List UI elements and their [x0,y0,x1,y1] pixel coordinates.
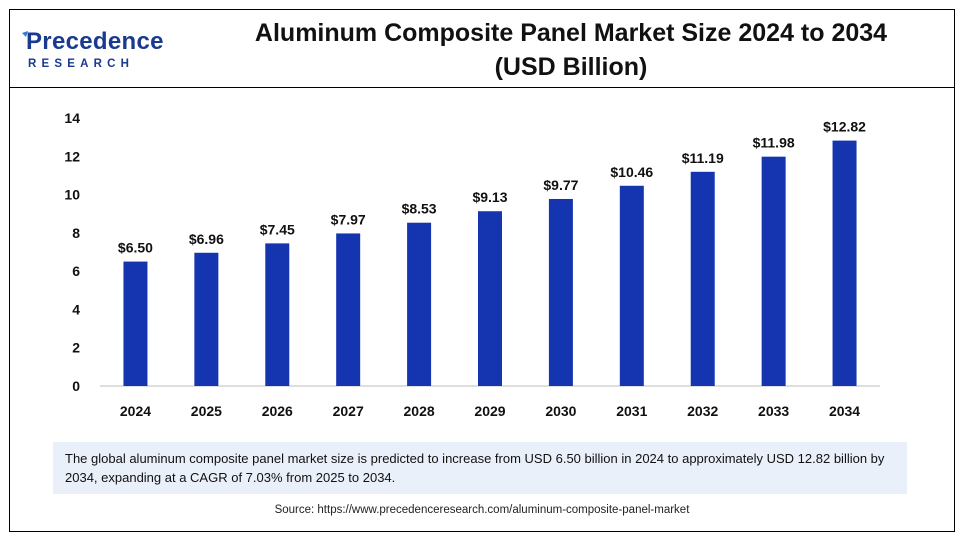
bar [832,140,857,386]
brand-sub: RESEARCH [28,58,135,70]
bar [336,233,361,386]
chart-title: Aluminum Composite Panel Market Size 202… [200,16,942,84]
data-label: $11.98 [753,135,795,151]
data-label: $10.46 [610,164,653,180]
brand-logo: Precedence RESEARCH [22,28,176,78]
summary-text: The global aluminum composite panel mark… [65,451,885,485]
bar-chart: 0 2 4 6 8 10 12 14 $6.50 2024 $6.96 2025 $7.45 2026 $7… [64,110,880,419]
bar [478,211,502,386]
x-tick-label: 2028 [404,403,435,419]
y-tick-label: 8 [72,225,80,241]
x-tick-label: 2025 [191,403,222,419]
y-tick-label: 12 [64,148,80,164]
bar [690,171,715,386]
bar [265,243,290,386]
logo-mark-icon [22,31,28,37]
y-tick-label: 10 [64,187,80,203]
x-tick-label: 2033 [758,403,789,419]
brand-name: Precedence [26,28,164,55]
x-tick-label: 2029 [474,403,505,419]
source-note: Source: https://www.precedenceresearch.c… [274,504,690,516]
x-tick-label: 2024 [120,403,151,419]
data-label: $11.19 [682,150,724,166]
bar [548,198,573,386]
data-label: $9.77 [543,177,578,193]
data-label: $9.13 [472,189,507,205]
y-tick-label: 4 [72,301,80,317]
data-label: $12.82 [823,119,866,135]
bar [407,222,432,386]
y-tick-label: 0 [72,378,80,394]
chart-title-line2: (USD Billion) [494,53,648,81]
x-tick-label: 2030 [545,403,576,419]
y-tick-label: 14 [64,110,80,126]
x-tick-label: 2031 [616,403,647,419]
bar [761,156,786,386]
data-label: $8.53 [402,201,437,217]
x-tick-label: 2026 [262,403,293,419]
bar [123,261,148,386]
summary-box: The global aluminum composite panel mark… [53,442,907,494]
bar [194,252,219,386]
y-tick-label: 2 [72,340,80,356]
data-label: $7.97 [331,211,366,227]
bar [619,185,644,386]
header: Precedence RESEARCH Aluminum Composite P… [10,10,954,88]
data-label: $7.45 [260,221,295,237]
x-tick-label: 2034 [829,403,860,419]
data-label: $6.50 [118,240,153,256]
data-label: $6.96 [189,231,224,247]
x-tick-label: 2027 [333,403,364,419]
chart-frame: Precedence RESEARCH Aluminum Composite P… [9,9,955,532]
y-tick-label: 6 [72,263,80,279]
x-tick-label: 2032 [687,403,718,419]
chart-title-line1: Aluminum Composite Panel Market Size 202… [254,19,888,47]
